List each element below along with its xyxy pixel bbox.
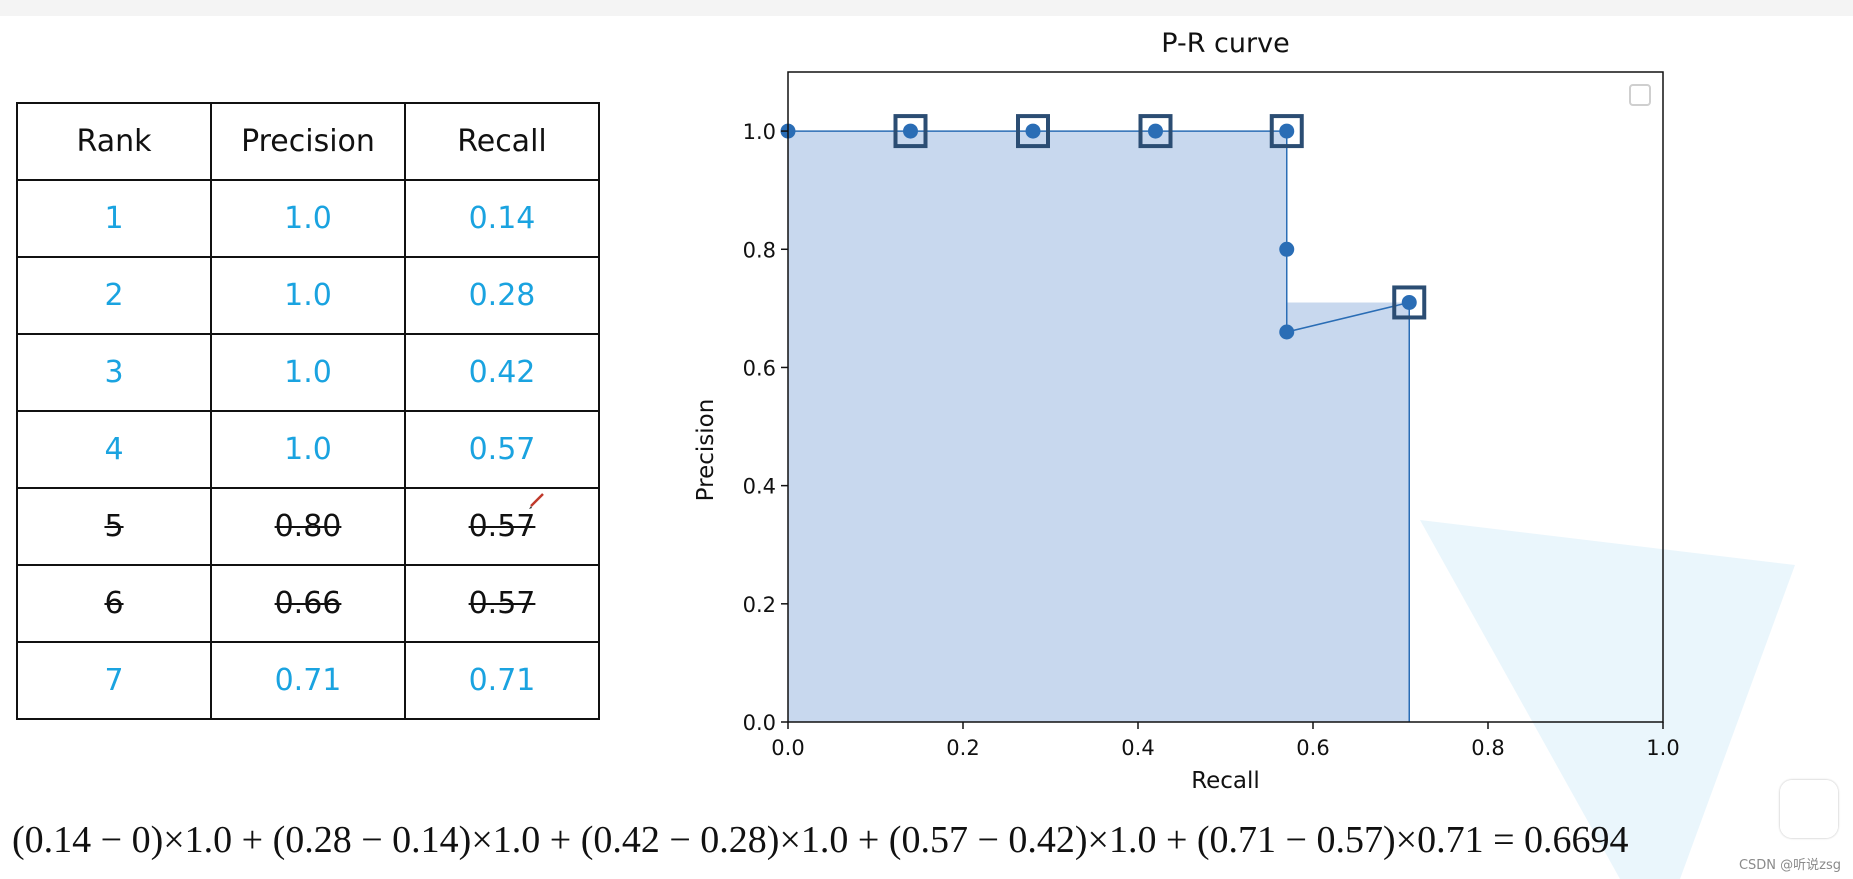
cell-rank: 1 xyxy=(16,179,212,258)
header-precision: Precision xyxy=(210,102,406,181)
play-icon[interactable] xyxy=(1780,780,1838,838)
precision-recall-table: Rank Precision Recall 1 1.0 0.14 2 1.0 0… xyxy=(16,102,600,720)
highlight-square xyxy=(893,114,928,149)
cell-recall: 0.42 xyxy=(404,333,600,412)
cell-rank: 4 xyxy=(16,410,212,489)
play-triangle-icon xyxy=(1800,794,1824,824)
y-tick-label: 0.8 xyxy=(743,238,776,262)
data-point xyxy=(1148,123,1163,139)
x-tick-label: 0.6 xyxy=(1296,736,1329,760)
plot-frame xyxy=(787,71,1664,723)
x-tick-label: 1.0 xyxy=(1646,736,1679,760)
data-point xyxy=(903,123,918,139)
cell-recall: 0.57 xyxy=(404,564,600,643)
cell-precision: 1.0 xyxy=(210,333,406,412)
data-point xyxy=(1025,123,1041,139)
data-point xyxy=(780,123,796,139)
header-recall: Recall xyxy=(404,102,600,181)
cell-precision: 1.0 xyxy=(210,410,406,489)
y-tick-label: 0.4 xyxy=(743,475,776,499)
x-axis-label: Recall xyxy=(1191,768,1260,794)
plot-layer: 0.0 0.2 0.4 0.6 0.8 1.0 0.0 0.2 0.4 0.6 0.8 1.0 xyxy=(743,71,1680,760)
table-row: 2 1.0 0.28 xyxy=(16,256,600,335)
y-tick-label: 0.6 xyxy=(743,356,776,380)
cell-rank: 5 xyxy=(16,487,212,566)
ap-formula: (0.14 − 0)×1.0 + (0.28 − 0.14)×1.0 + (0.… xyxy=(12,819,1629,861)
table-row: 7 0.71 0.71 xyxy=(16,641,600,720)
header-rank: Rank xyxy=(16,102,212,181)
table-header-row: Rank Precision Recall xyxy=(16,102,600,181)
y-axis-label: Precision xyxy=(693,398,719,502)
chart-title: P-R curve xyxy=(1161,28,1290,59)
table-row-struck: 6 0.66 0.57 xyxy=(16,564,600,643)
y-tick-label: 0.0 xyxy=(743,711,776,735)
cell-precision: 0.66 xyxy=(210,564,406,643)
area-fill xyxy=(788,131,1410,722)
series-line xyxy=(788,130,1410,333)
cell-recall: 0.71 xyxy=(404,641,600,720)
highlight-square xyxy=(1016,114,1050,149)
cell-recall: 0.57 xyxy=(404,410,600,489)
x-tick-label: 0.4 xyxy=(1121,736,1154,760)
watermark-text: CSDN @听说zsg xyxy=(1738,858,1841,873)
highlight-square xyxy=(1392,285,1427,320)
x-tick-label: 0.2 xyxy=(946,736,979,760)
x-tick-label: 0.8 xyxy=(1471,736,1504,760)
cell-recall: 0.28 xyxy=(404,256,600,335)
y-tick-label: 0.2 xyxy=(743,593,776,617)
top-bar xyxy=(0,0,1853,16)
cell-rank: 3 xyxy=(16,333,212,412)
data-point xyxy=(1279,324,1295,340)
x-tick-label: 0.0 xyxy=(771,736,804,760)
data-point xyxy=(1279,123,1295,139)
cell-precision: 0.71 xyxy=(210,641,406,720)
data-point xyxy=(1401,294,1417,310)
table-row: 1 1.0 0.14 xyxy=(16,179,600,258)
cell-precision: 1.0 xyxy=(210,256,406,335)
table-row: 4 1.0 0.57 xyxy=(16,410,600,489)
cell-rank: 2 xyxy=(16,256,212,335)
highlight-square xyxy=(1269,114,1304,149)
table-row-struck: 5 0.80 0.57 xyxy=(16,487,600,566)
legend-box xyxy=(1629,84,1651,106)
cell-recall: 0.14 xyxy=(404,179,600,258)
pen-cursor-icon xyxy=(529,493,544,509)
y-tick-label: 1.0 xyxy=(743,120,776,144)
cell-precision: 1.0 xyxy=(210,179,406,258)
cell-rank: 7 xyxy=(16,641,212,720)
cell-precision: 0.80 xyxy=(210,487,406,566)
cell-recall: 0.57 xyxy=(404,487,600,566)
data-point xyxy=(1279,241,1295,257)
cell-rank: 6 xyxy=(16,564,212,643)
highlight-square xyxy=(1138,114,1173,149)
table-row: 3 1.0 0.42 xyxy=(16,333,600,412)
